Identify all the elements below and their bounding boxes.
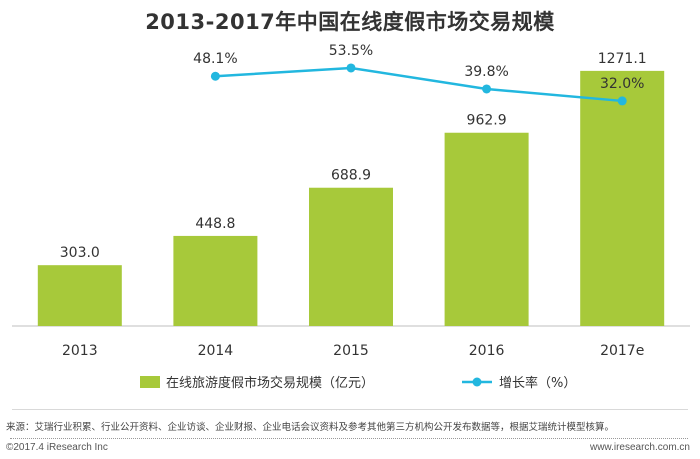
growth-rate-label-2017e: 32.0% [600,76,644,92]
bar-value-label-2016: 962.9 [467,113,507,129]
x-tick-label-2015: 2015 [333,343,369,359]
bar-value-label-2013: 303.0 [60,245,100,261]
growth-rate-label-2016: 39.8% [464,64,508,80]
legend-swatch-bar [140,376,160,388]
growth-rate-point-2016 [482,84,492,94]
footer-dotted-divider [10,438,688,439]
source-note: 来源：艾瑞行业积累、行业公开资料、企业访谈、企业财报、企业电话会议资料及参考其他… [6,422,615,433]
growth-rate-label-2015: 53.5% [329,43,373,59]
site-url: www.iresearch.com.cn [589,442,690,453]
copyright-text: ©2017.4 iResearch Inc [6,442,108,453]
growth-rate-label-2014: 48.1% [193,51,237,67]
legend-marker-line [472,377,482,387]
legend-label-line: 增长率（%） [499,375,576,391]
x-tick-label-2014: 2014 [198,343,234,359]
bar-2014 [173,235,258,326]
bar-value-label-2015: 688.9 [331,168,371,184]
x-tick-label-2016: 2016 [469,343,505,359]
bar-value-label-2014: 448.8 [195,216,235,232]
bar-2013 [37,265,122,326]
bar-2017e [580,70,665,326]
footer-divider [12,409,688,410]
chart: 303.0 2013 448.8 2014 688.9 2015 962.9 2016 1271… [12,43,690,391]
growth-rate-point-2015 [346,63,356,73]
legend-label-bar: 在线旅游度假市场交易规模（亿元） [166,375,374,391]
bar-2016 [444,132,529,326]
x-tick-label-2013: 2013 [62,343,98,359]
x-tick-label-2017e: 2017e [600,343,644,359]
growth-rate-point-2017e [617,96,627,106]
bar-2015 [309,187,393,326]
growth-rate-point-2014 [210,71,220,81]
bar-value-label-2017e: 1271.1 [598,51,647,67]
growth-rate-line [215,66,623,103]
chart-title: 2013-2017年中国在线度假市场交易规模 [145,10,555,34]
